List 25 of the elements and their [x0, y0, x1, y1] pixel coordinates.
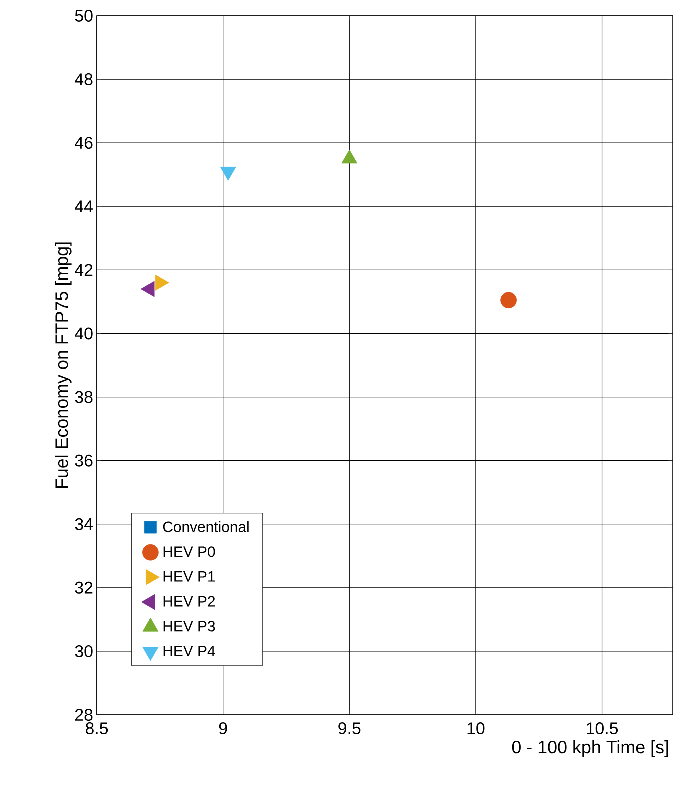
x-tick-label: 9: [219, 722, 228, 735]
legend-label: HEV P2: [164, 596, 216, 607]
legend-label: Conventional: [163, 521, 249, 532]
y-tick-label: 42: [75, 264, 93, 276]
y-tick-label: 34: [75, 518, 93, 530]
y-tick-label: 44: [75, 200, 93, 212]
y-tick-label: 32: [75, 582, 93, 594]
x-tick-label: 9.5: [338, 722, 361, 735]
legend-label: HEV P4: [164, 646, 216, 656]
legend-label: HEV P0: [164, 546, 216, 558]
x-tick-label: 10.5: [587, 722, 618, 735]
y-tick-label: 48: [75, 74, 93, 86]
y-tick-label: 36: [75, 454, 93, 467]
y-tick-label: 28: [76, 709, 93, 721]
x-tick-label: 8.5: [86, 722, 108, 735]
legend-label: HEV P3: [164, 621, 216, 632]
y-tick-label: 38: [75, 391, 93, 404]
legend-label: HEV P1: [164, 572, 216, 582]
y-axis-title: Fuel Economy on FTP75 [mpg]: [55, 242, 72, 488]
x-tick-label: 10: [468, 722, 485, 735]
y-tick-label: 40: [75, 328, 93, 340]
y-tick-label: 50: [75, 10, 93, 22]
y-tick-label: 46: [75, 137, 93, 150]
x-axis-title: 0 - 100 kph Time [s]: [512, 740, 668, 758]
y-tick-label: 30: [75, 645, 93, 658]
